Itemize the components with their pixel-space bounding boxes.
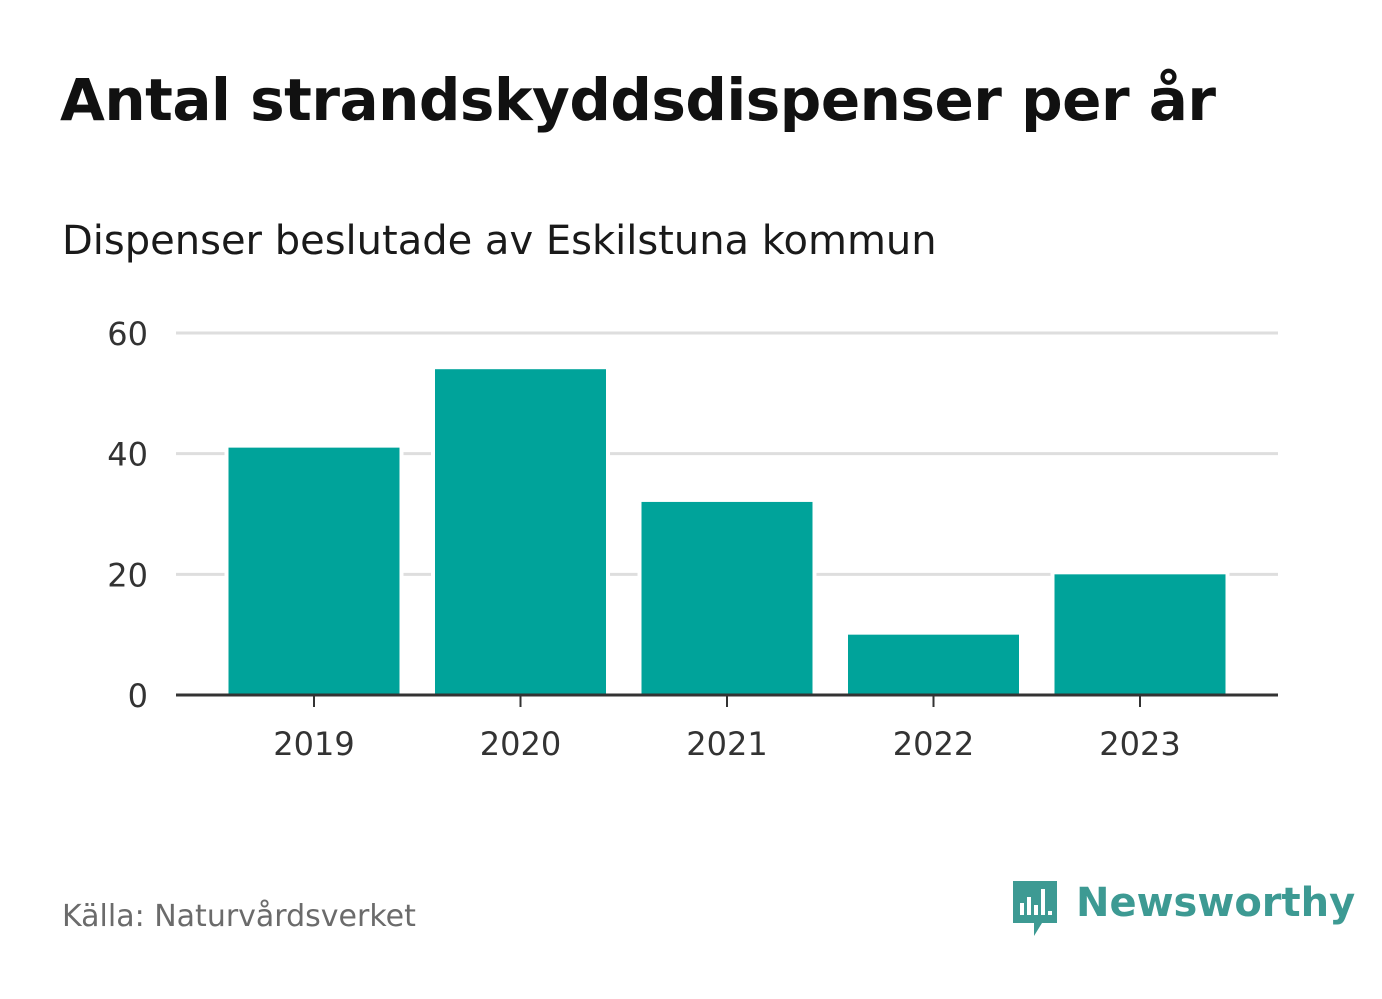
chart-title: Antal strandskyddsdispenser per år [60,66,1216,134]
source-note: Källa: Naturvårdsverket [62,899,416,934]
bar-2020 [435,369,606,695]
x-tick-label: 2021 [686,725,767,763]
bar-2021 [641,501,813,695]
newsworthy-logo-icon [1013,881,1057,936]
brand: Newsworthy [1010,878,1355,942]
chart-subtitle: Dispenser beslutade av Eskilstuna kommun [62,218,937,264]
brand-name: Newsworthy [1076,880,1356,926]
x-tick-label: 2019 [273,725,354,763]
y-tick-label: 60 [107,315,148,353]
y-tick-label: 20 [107,556,148,594]
y-tick-label: 40 [107,436,148,474]
bar-2022 [848,634,1019,695]
x-tick-label: 2020 [480,725,561,763]
x-tick-label: 2023 [1099,725,1180,763]
axes [176,693,1278,707]
y-tick-label: 0 [128,677,148,715]
bars [224,365,1230,695]
bar-2019 [228,447,400,695]
bar-2023 [1054,574,1226,695]
x-tick-label: 2022 [893,725,974,763]
tick-labels: 0 20 40 60 2019 2020 2021 2022 2023 [107,315,1180,763]
